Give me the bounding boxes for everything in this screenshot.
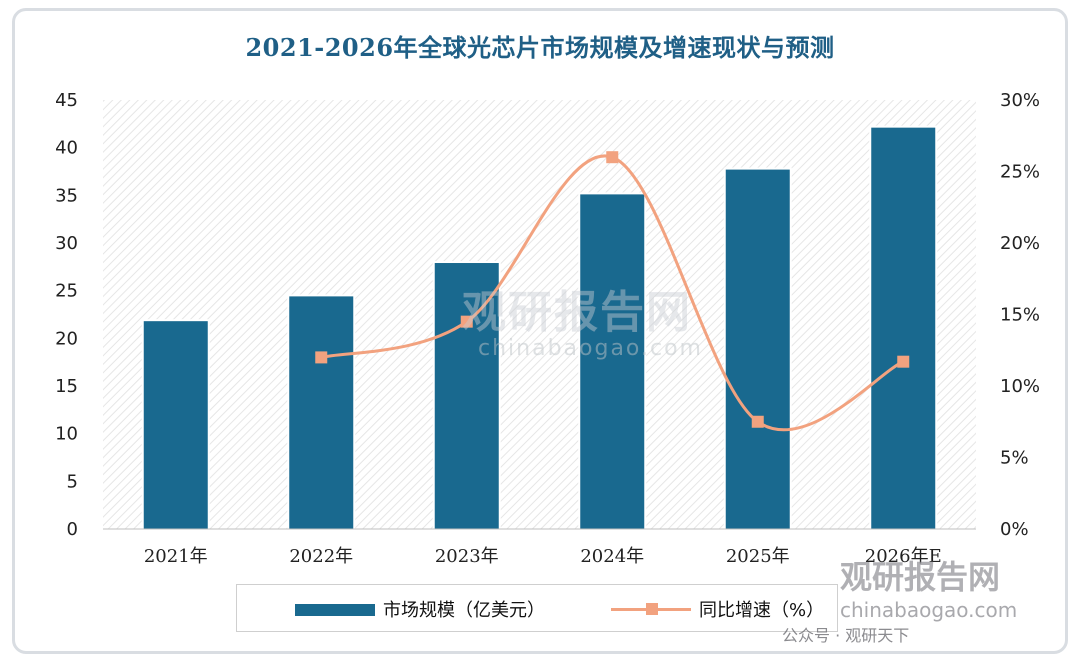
y-left-tick-label: 25 — [55, 281, 78, 302]
y-left-tick-label: 30 — [55, 233, 78, 254]
growth-point — [606, 151, 619, 164]
x-category-label: 2026年E — [865, 546, 942, 567]
y-right-tick-label: 25% — [1000, 162, 1040, 183]
x-category-label: 2023年 — [435, 546, 499, 567]
y-left-tick-label: 0 — [67, 519, 78, 540]
bar — [871, 127, 936, 529]
y-left-tick-label: 40 — [55, 138, 78, 159]
growth-point — [751, 415, 764, 428]
y-right-tick-label: 5% — [1000, 448, 1029, 469]
plot-area-background — [103, 100, 976, 529]
y-right-tick-label: 30% — [1000, 90, 1040, 111]
bar — [434, 263, 499, 529]
bar — [725, 169, 790, 530]
y-right-tick-label: 15% — [1000, 305, 1040, 326]
x-category-label: 2025年 — [726, 546, 790, 567]
y-right-tick-label: 20% — [1000, 233, 1040, 254]
legend-line-marker — [646, 603, 658, 615]
legend-line-label: 同比增速（%） — [699, 600, 825, 621]
x-category-label: 2021年 — [144, 546, 208, 567]
y-left-tick-label: 45 — [55, 90, 78, 111]
y-left-tick-label: 5 — [67, 471, 78, 492]
y-right-tick-label: 10% — [1000, 376, 1040, 397]
growth-point — [315, 351, 328, 364]
legend-bar-label: 市场规模（亿美元） — [383, 600, 545, 621]
growth-line — [320, 154, 904, 432]
x-category-label: 2022年 — [289, 546, 353, 567]
growth-point — [897, 355, 910, 368]
chart-title: 2021-2026年全球光芯片市场规模及增速现状与预测 — [245, 33, 835, 62]
y-right-tick-label: 0% — [1000, 519, 1029, 540]
growth-point — [460, 315, 473, 328]
x-category-label: 2024年 — [580, 546, 644, 567]
y-left-tick-label: 35 — [55, 185, 78, 206]
y-left-tick-label: 15 — [55, 376, 78, 397]
bar — [580, 194, 645, 529]
legend: 市场规模（亿美元） 同比增速（%） — [236, 584, 838, 632]
legend-bar-swatch — [295, 604, 375, 616]
bar — [289, 296, 354, 529]
bar — [143, 321, 208, 529]
y-left-tick-label: 20 — [55, 328, 78, 349]
y-left-tick-label: 10 — [55, 424, 78, 445]
